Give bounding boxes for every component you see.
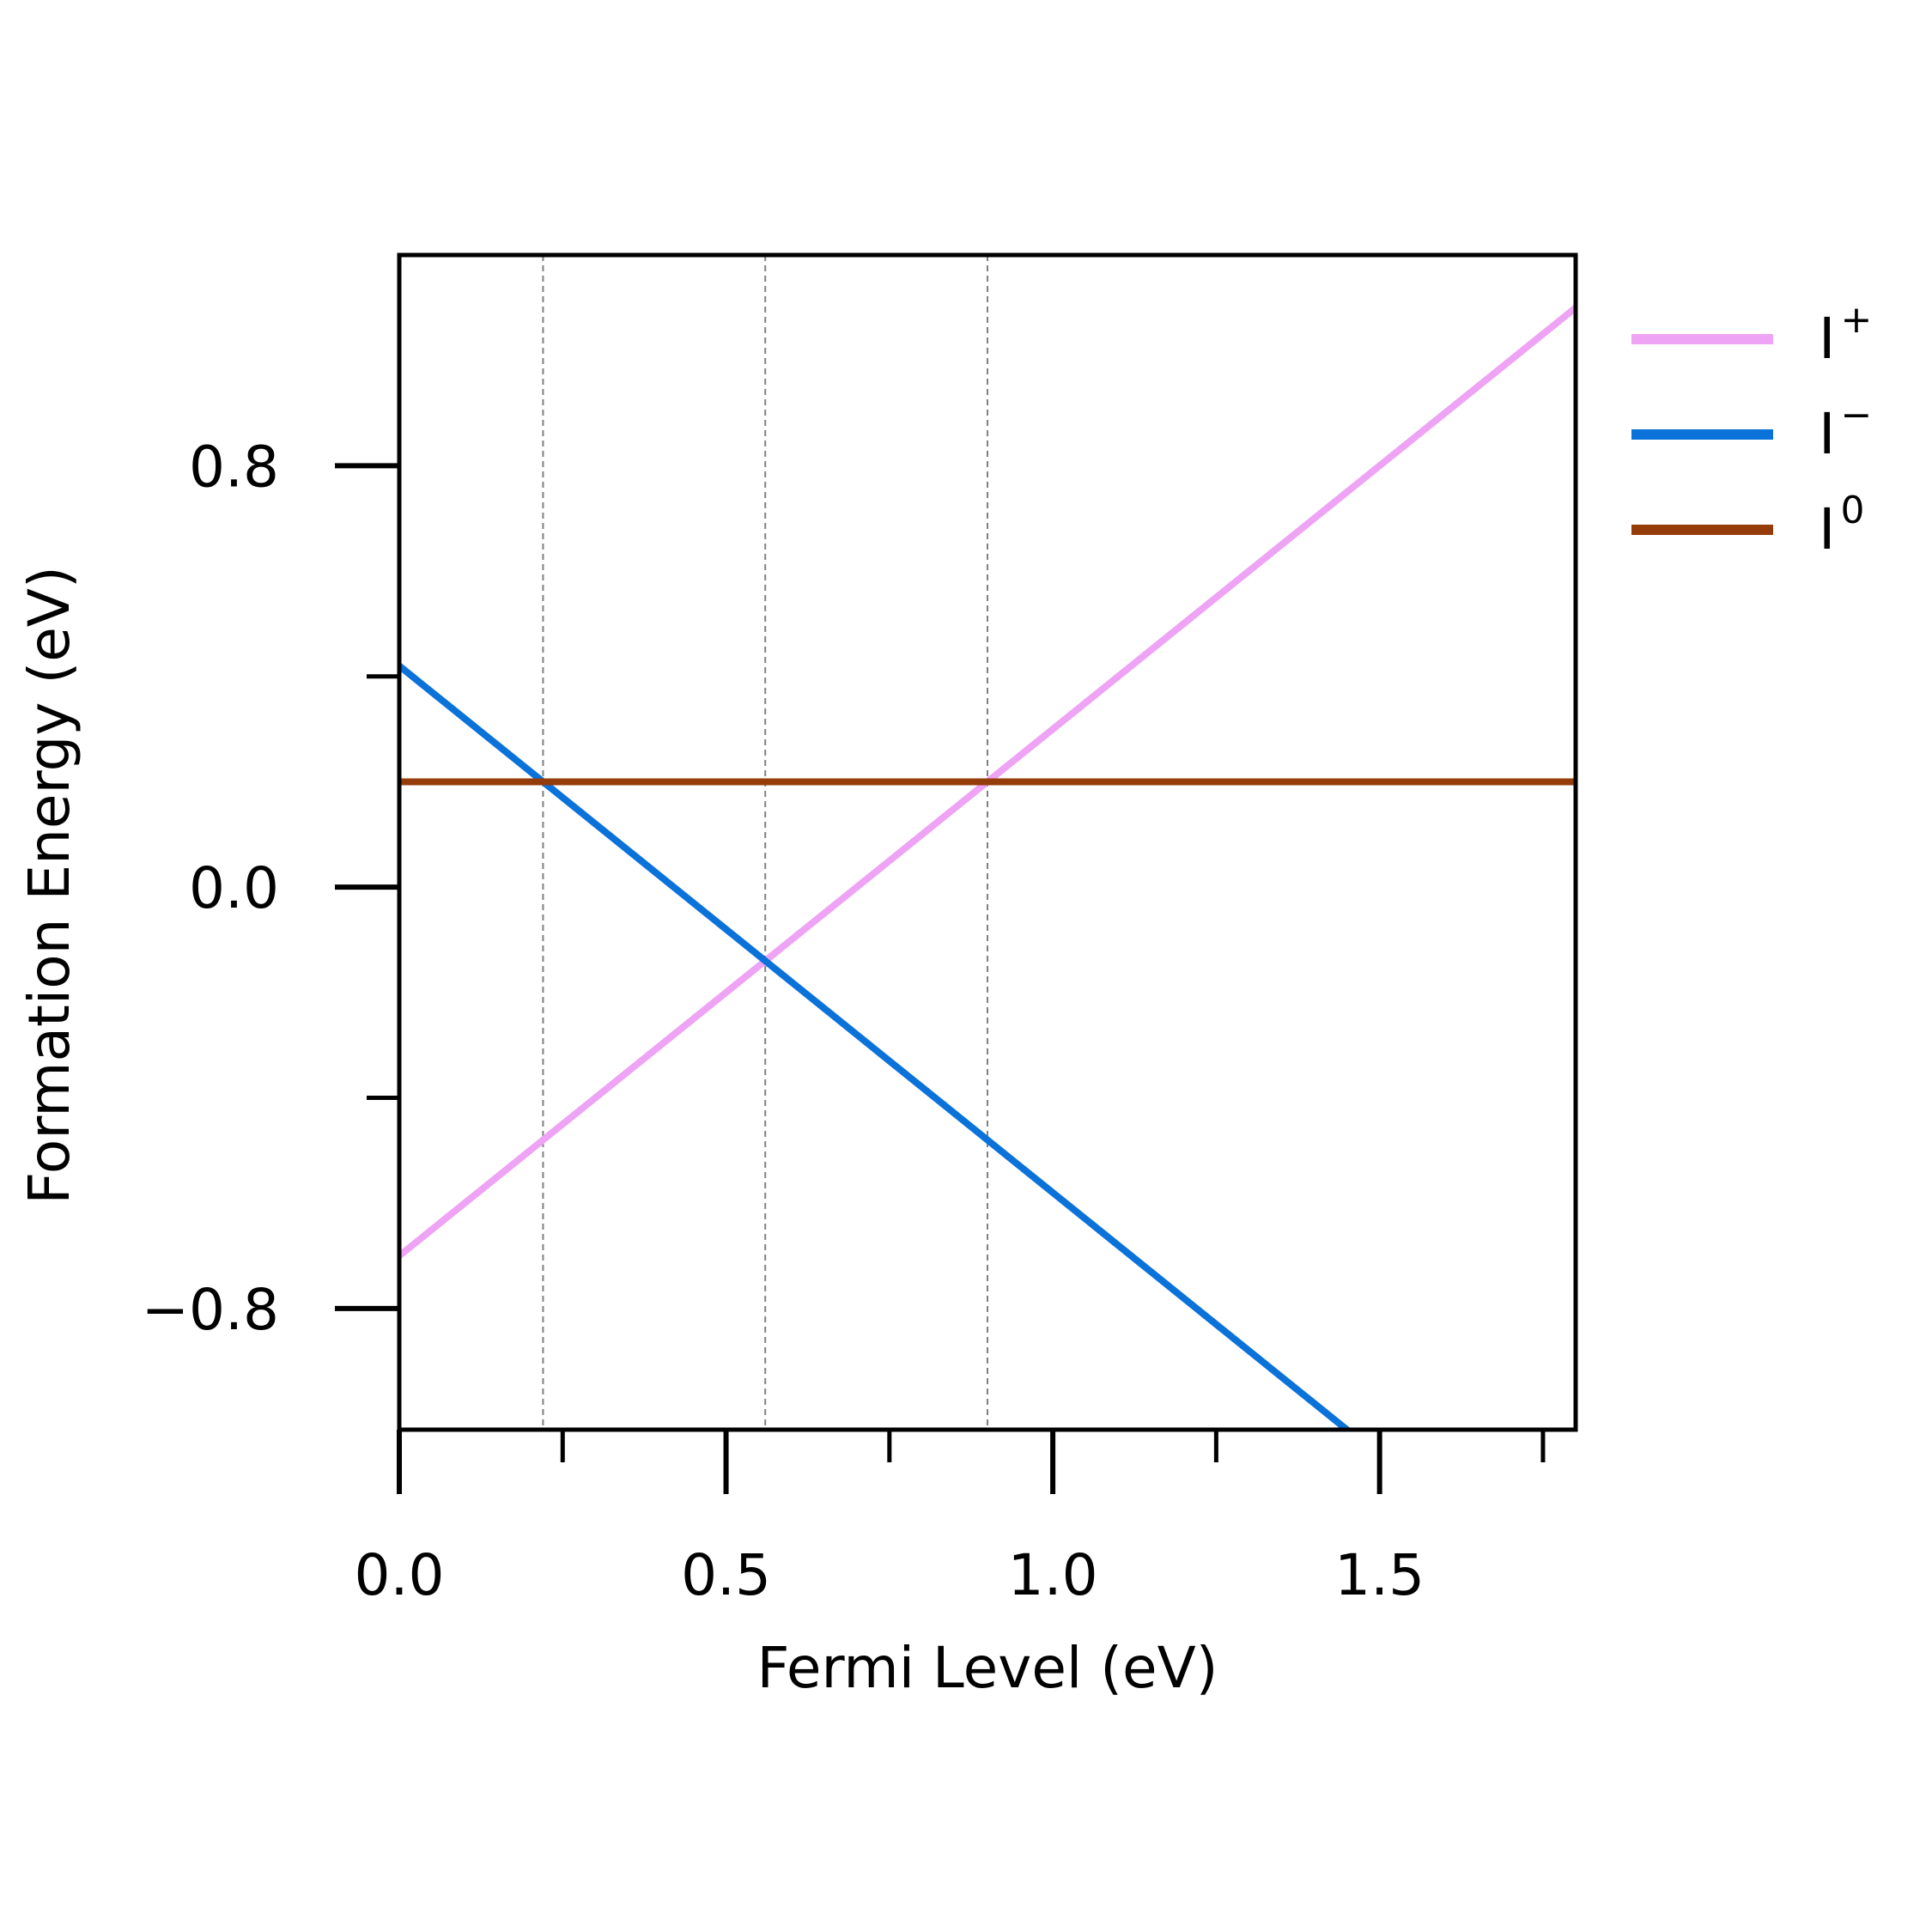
x-axis-label: Fermi Level (eV): [757, 1635, 1218, 1701]
x-tick-label-3: 1.5: [1334, 1542, 1425, 1608]
x-tick-label-0: 0.0: [355, 1542, 445, 1608]
x-tick-label-2: 1.0: [1008, 1542, 1098, 1608]
x-tick-label-1: 0.5: [681, 1542, 771, 1608]
y-tick-label-0: −0.8: [142, 1277, 279, 1343]
series-line-1: [399, 663, 1352, 1430]
plot-frame: [397, 252, 1578, 1432]
series-lines: [399, 305, 1576, 1430]
legend-label-1: I −: [1819, 393, 1872, 467]
legend: I + I − I 0: [1631, 298, 1872, 562]
transition-level-lines: [542, 255, 988, 1430]
y-tick-label-1: 0.0: [189, 855, 279, 921]
y-axis: −0.8 0.0 0.8: [142, 434, 399, 1343]
y-axis-label: Formation Energy (eV): [16, 566, 82, 1204]
y-tick-label-2: 0.8: [189, 434, 279, 500]
legend-label-0: I +: [1819, 298, 1872, 372]
x-axis: 0.0 0.5 1.0 1.5: [355, 1430, 1546, 1608]
